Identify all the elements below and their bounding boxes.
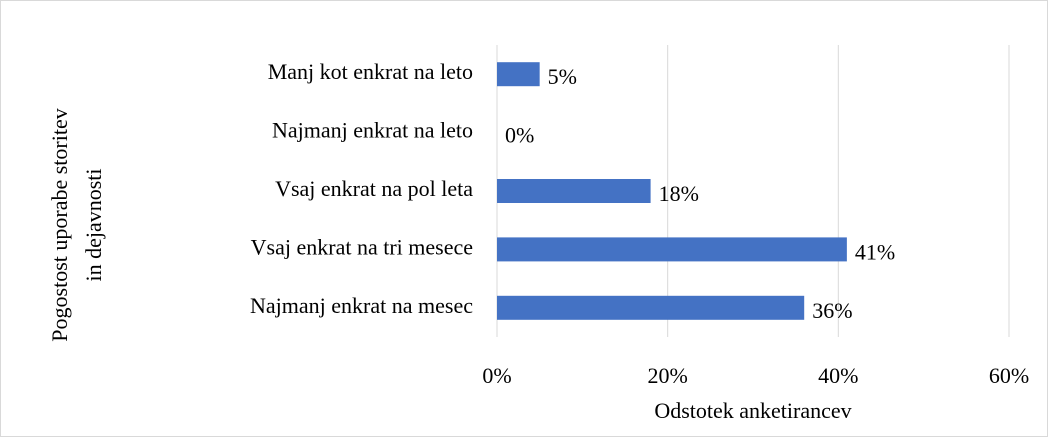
y-tick-label: Vsaj enkrat na tri mesece (251, 234, 473, 259)
data-label: 41% (855, 239, 895, 264)
y-tick-label: Vsaj enkrat na pol leta (275, 176, 473, 201)
data-label: 36% (812, 298, 852, 323)
x-tick-label: 20% (648, 363, 688, 388)
y-tick-label: Najmanj enkrat na mesec (250, 293, 473, 318)
y-tick-label: Najmanj enkrat na leto (272, 118, 473, 143)
bar (497, 237, 847, 262)
data-label: 18% (659, 181, 699, 206)
data-label: 5% (548, 64, 577, 89)
y-tick-label: Manj kot enkrat na leto (268, 59, 473, 84)
data-label: 0% (505, 123, 534, 148)
bar (497, 295, 805, 320)
x-tick-label: 40% (818, 363, 858, 388)
bar (497, 62, 540, 87)
bar (497, 179, 651, 203)
y-axis-title-line: in dejavnosti (81, 168, 106, 281)
y-axis-title-line: Pogostost uporabe storitev (47, 108, 72, 341)
y-axis-title: Pogostost uporabe storitev in dejavnosti (47, 108, 106, 341)
x-axis-title: Odstotek anketirancev (654, 398, 851, 423)
x-tick-label: 0% (482, 363, 511, 388)
x-tick-label: 60% (989, 363, 1029, 388)
